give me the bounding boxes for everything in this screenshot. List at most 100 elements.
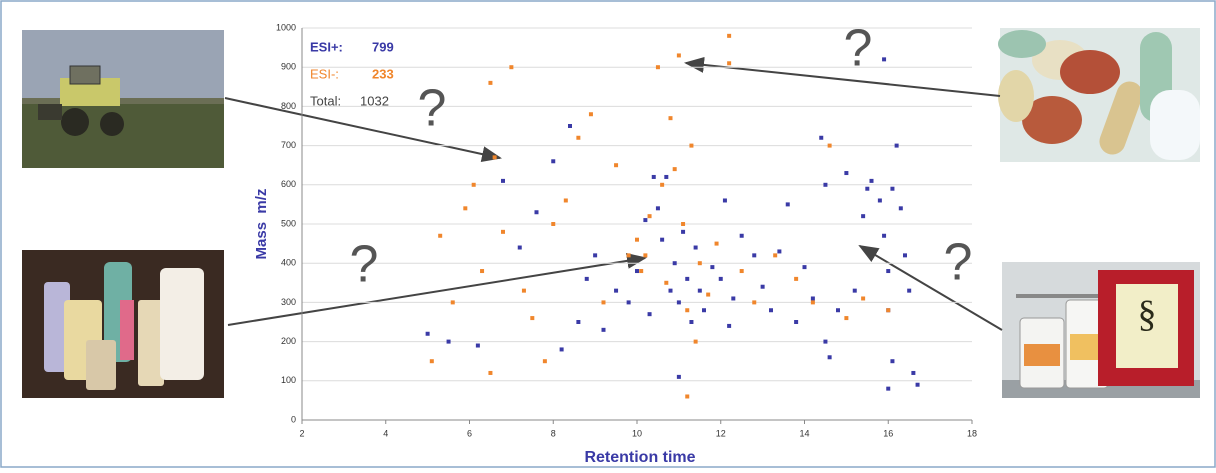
y-tick-label: 1000 — [276, 22, 296, 32]
point — [668, 288, 673, 293]
point — [501, 178, 505, 183]
point — [676, 300, 681, 305]
point — [731, 296, 736, 301]
point — [697, 288, 702, 293]
point — [689, 143, 694, 148]
x-tick-label: 18 — [967, 428, 977, 438]
point — [530, 316, 535, 321]
y-tick-label: 600 — [281, 179, 296, 189]
point — [660, 182, 665, 187]
y-tick-label: 200 — [281, 336, 296, 346]
point — [517, 245, 522, 250]
point — [480, 269, 485, 274]
point — [614, 163, 619, 168]
legend-count: 233 — [372, 66, 394, 81]
point — [693, 245, 698, 250]
point — [576, 320, 581, 324]
point — [563, 198, 568, 203]
point — [810, 296, 815, 301]
question-mark: ? — [418, 80, 447, 138]
point — [827, 355, 832, 360]
point — [643, 218, 648, 223]
point — [488, 370, 493, 375]
point — [890, 186, 895, 191]
point — [660, 237, 665, 242]
point — [852, 288, 857, 293]
point — [777, 249, 782, 254]
y-tick-label: 800 — [281, 101, 296, 111]
point — [542, 359, 547, 364]
photo-lab: § — [1002, 262, 1200, 398]
point — [760, 284, 765, 289]
point — [693, 339, 698, 344]
x-tick-label: 8 — [551, 428, 556, 438]
point — [706, 292, 711, 297]
point — [710, 265, 715, 270]
point — [836, 308, 840, 313]
point — [576, 135, 581, 140]
point — [823, 182, 828, 187]
point — [773, 253, 778, 258]
point — [739, 269, 744, 274]
arrows — [224, 56, 1003, 331]
x-axis-label: Retention time — [584, 449, 695, 466]
point — [714, 241, 719, 246]
x-tick-label: 10 — [632, 428, 642, 438]
point — [588, 112, 593, 117]
legend-count: 799 — [372, 39, 394, 54]
point — [903, 253, 907, 258]
point — [810, 300, 815, 305]
point — [722, 198, 727, 203]
point — [626, 253, 631, 258]
total-label: Total: — [310, 93, 341, 108]
point — [488, 80, 493, 85]
point — [643, 253, 648, 258]
point — [894, 143, 899, 148]
point — [655, 65, 660, 70]
y-axis-label: Mass m/z — [253, 189, 270, 260]
point — [551, 222, 556, 226]
point — [584, 276, 589, 281]
point — [752, 253, 757, 258]
x-tick-label: 16 — [883, 428, 893, 438]
point — [450, 300, 455, 305]
point — [827, 143, 832, 148]
point — [601, 300, 606, 305]
point — [676, 374, 681, 379]
point — [676, 53, 681, 58]
question-mark: ? — [350, 236, 379, 294]
point — [425, 331, 430, 336]
point — [844, 316, 849, 321]
plot-area: 0 100 200 300 400 500 600 700 800 900 1000 2 4 6 8 10 12… — [276, 22, 977, 438]
point — [727, 61, 732, 66]
question-mark: ? — [944, 234, 973, 292]
point — [802, 265, 807, 270]
point — [568, 124, 572, 128]
point — [446, 339, 451, 344]
photo-perfume — [22, 250, 224, 398]
point — [647, 214, 652, 219]
point — [865, 186, 870, 191]
point — [898, 206, 903, 211]
point — [685, 394, 690, 399]
point — [614, 288, 619, 293]
point — [911, 370, 916, 375]
legend-label: ESI-: — [310, 66, 339, 81]
point — [639, 269, 644, 274]
point — [672, 167, 677, 172]
point — [877, 198, 882, 203]
x-tick-label: 14 — [799, 428, 809, 438]
point — [672, 261, 677, 266]
point — [915, 382, 920, 387]
svg-text:§: § — [1138, 294, 1157, 336]
point — [534, 210, 539, 215]
point — [794, 276, 799, 281]
point — [635, 237, 639, 242]
annotations: ? ? ? ? — [350, 20, 973, 294]
point — [727, 323, 732, 328]
y-tick-label: 0 — [291, 414, 296, 424]
point — [752, 300, 757, 305]
point — [651, 174, 656, 179]
y-tick-label: 300 — [281, 297, 296, 307]
